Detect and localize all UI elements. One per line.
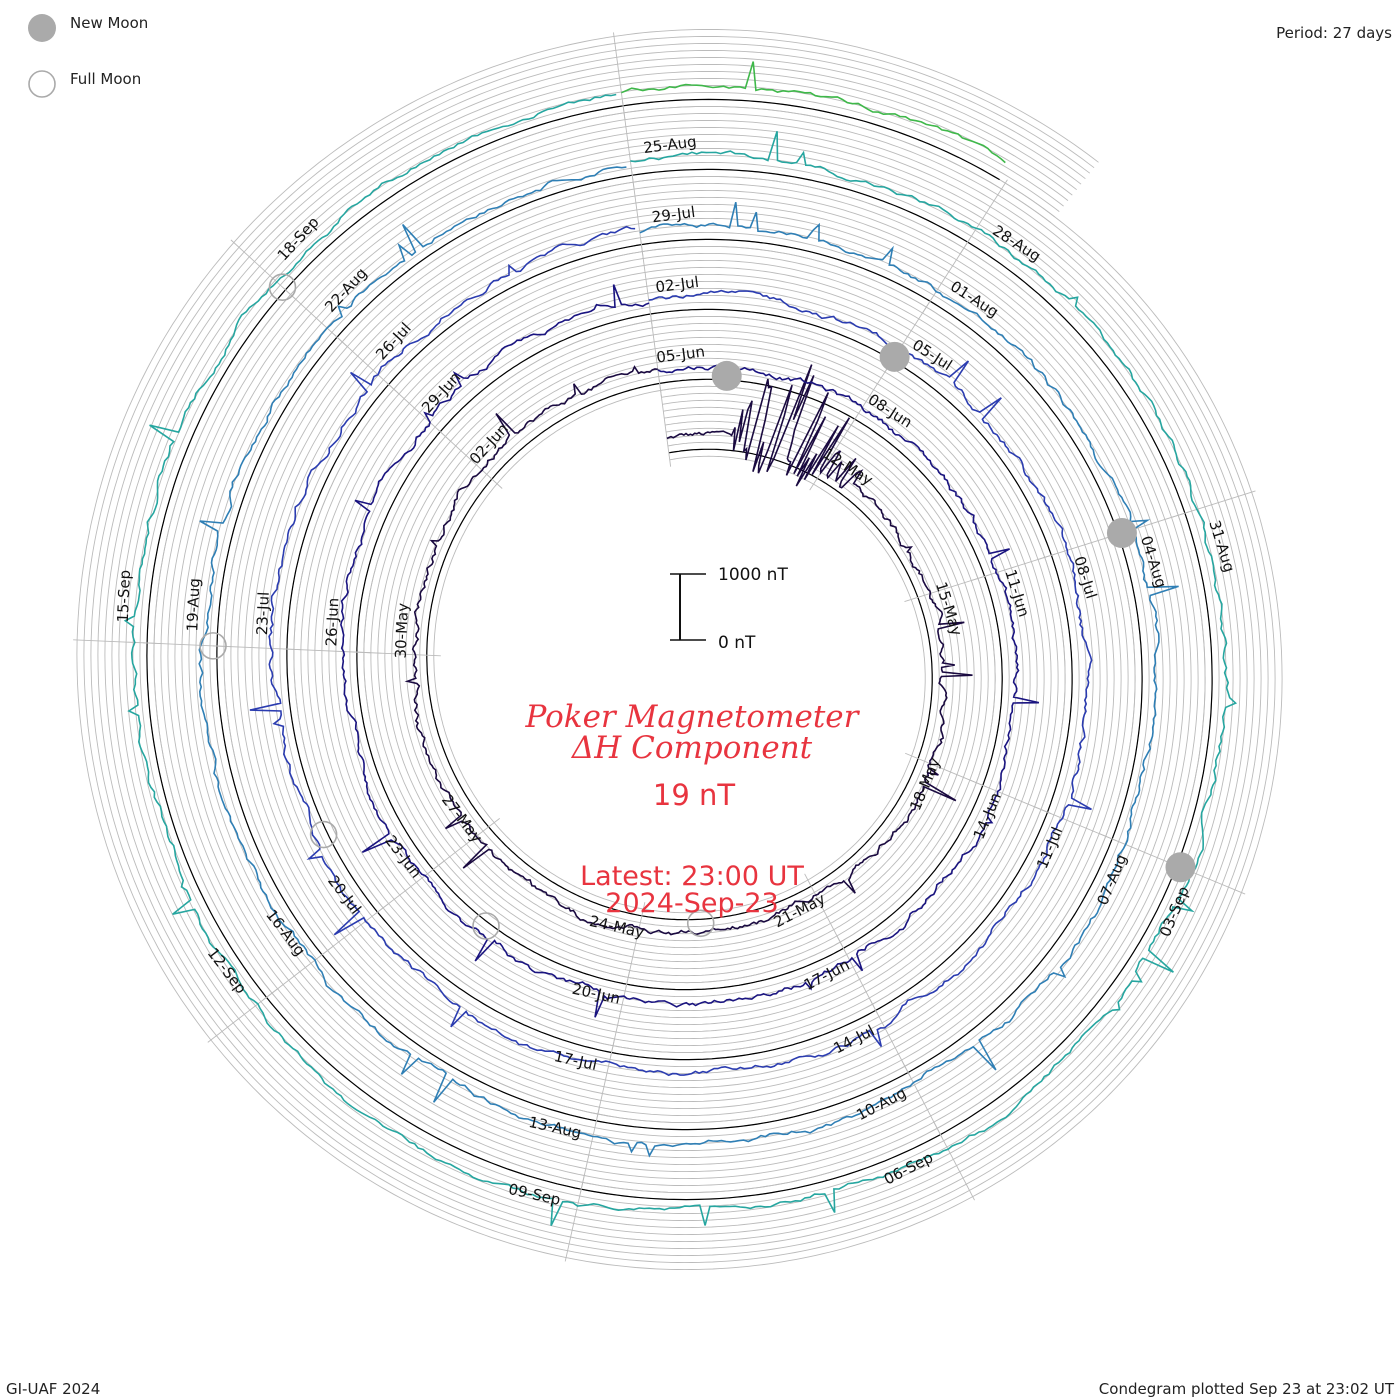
date-label: 15-May [932,580,966,638]
new-moon-marker [711,360,742,391]
date-label: 15-Sep [114,569,134,623]
date-label: 17-Jul [552,1047,598,1074]
date-label: 23-Jun [381,832,425,882]
grid-spiral [83,35,1276,1264]
grid-spoke [933,1121,975,1201]
full-moon-marker [268,273,297,301]
grid-spiral [125,77,1234,1222]
date-label: 29-Jul [651,203,696,227]
date-label: 11-Jul [1033,824,1066,871]
date-label: 30-May [392,602,412,658]
grid-spoke [1171,490,1256,518]
latest-date: 2024-Sep-23 [605,888,778,919]
grid-spoke [73,639,162,645]
grid-spoke [564,1175,585,1262]
data-trace [621,61,1006,164]
full-moon-marker [199,632,227,660]
date-label: 02-Jul [654,273,699,297]
date-label: 23-Jul [253,591,273,635]
date-label: 16-Aug [262,906,309,959]
date-label: 13-Aug [527,1113,583,1142]
full-moon-marker [309,820,338,849]
date-label: 21-May [771,890,829,932]
data-trace [198,166,1179,1158]
legend-new-moon-label: New Moon [70,14,148,32]
chart-subtitle: ΔH Component [571,730,813,766]
full-moon-marker [472,912,500,940]
grid-spoke [959,179,1008,255]
date-label: 05-Jun [655,342,706,366]
legend: New Moon Full Moon [28,14,148,98]
data-trace [123,93,1238,1226]
grid-spiral [118,70,1241,1229]
grid-spiral [97,49,1262,1250]
grid-spiral [139,91,1220,1208]
date-label: 19-Aug [183,578,203,632]
full-moon-marker [686,909,715,938]
latest-time: Latest: 23:00 UT [580,861,804,892]
date-label: 20-Jun [570,980,622,1008]
new-moon-marker [879,341,910,372]
baseline-spiral [146,98,1213,1201]
grid-spoke [230,239,297,300]
date-label: 26-Jun [322,597,342,647]
new-moon-marker [1106,518,1137,549]
full-moon-legend-icon [28,70,56,98]
date-label: 10-Aug [853,1084,909,1125]
date-label: 31-Aug [1205,518,1238,574]
scale-bottom-label: 0 nT [718,633,756,653]
footer-left: GI-UAF 2024 [6,1380,100,1398]
grid-spiral [104,56,1255,1243]
grid-spoke [207,988,278,1043]
grid-spiral [111,63,1248,1236]
grid-spiral [90,42,1269,1257]
grid-spiral [153,105,1206,1194]
new-moon-legend-icon [28,14,56,42]
data-trace [249,225,1093,1077]
data-trace [340,284,1040,1018]
date-label: 04-Aug [1137,534,1170,590]
data-trace [404,364,973,936]
footer-right: Condegram plotted Sep 23 at 23:02 UT [1099,1380,1395,1398]
chart-title: Poker Magnetometer [525,699,861,735]
new-moon-marker [1165,852,1196,883]
legend-full-moon-label: Full Moon [70,70,141,88]
scale-bar: 1000 nT 0 nT [670,565,788,653]
date-label: 06-Sep [881,1148,936,1188]
date-label: 09-Sep [507,1180,562,1209]
moon-markers [199,273,1196,940]
date-label: 05-Jul [909,336,955,375]
current-value: 19 nT [653,778,735,812]
data-traces [123,61,1238,1226]
date-label: 26-Jul [372,319,415,363]
grid-spoke [613,32,626,120]
date-label: 12-Sep [204,944,250,997]
scale-top-label: 1000 nT [718,565,788,585]
spiral-grid [73,28,1283,1271]
grid-spiral [146,98,1213,1201]
period-label: Period: 27 days [1276,24,1392,42]
